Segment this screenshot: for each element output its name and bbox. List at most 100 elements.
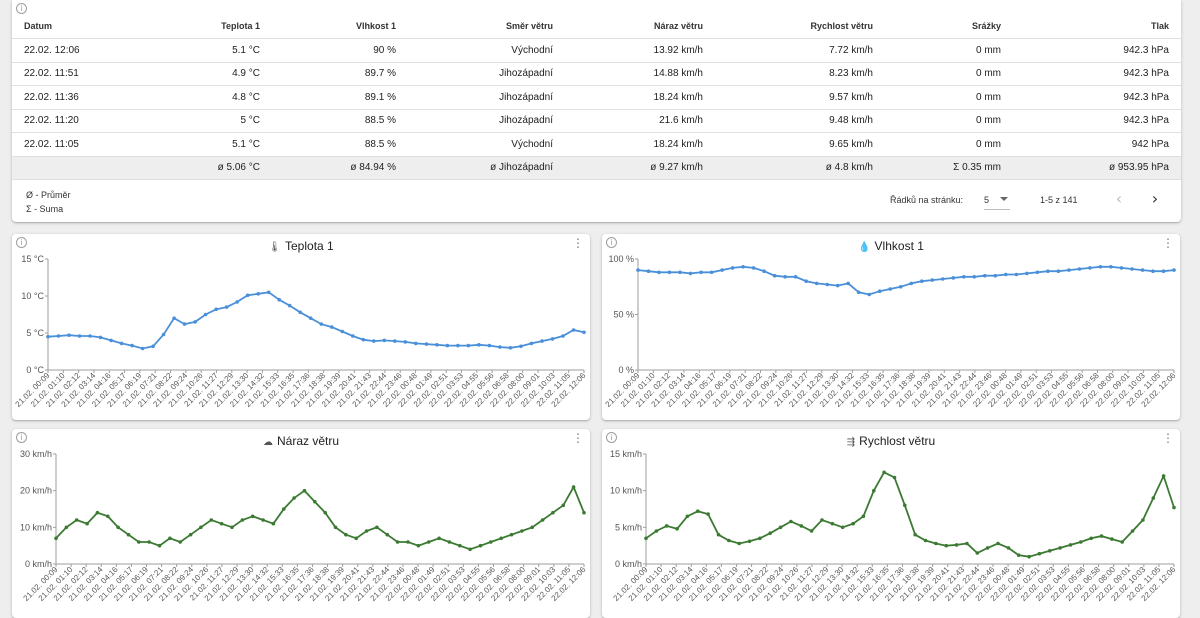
data-point [793, 275, 798, 279]
cell-wind-speed: 8.23 km/h [715, 62, 885, 86]
column-header-precipitation[interactable]: Srážky [885, 14, 1013, 39]
cell-humidity: 89.1 % [272, 85, 408, 110]
data-point [364, 529, 369, 533]
data-point [1088, 266, 1092, 270]
data-point [1067, 268, 1071, 272]
data-point [64, 525, 69, 530]
cell-precipitation: 0 mm [885, 62, 1013, 86]
info-icon[interactable]: i [16, 432, 27, 443]
cell-date: 22.02. 12:06 [12, 38, 128, 63]
y-tick-label: 50 % [613, 310, 634, 320]
data-point [230, 525, 234, 530]
chart-title-text: Rychlost větru [859, 434, 936, 448]
data-point [224, 305, 229, 309]
rows-per-page-select[interactable]: 5 [984, 191, 1010, 210]
data-point [313, 499, 317, 504]
data-point [1077, 267, 1082, 271]
data-point [1119, 266, 1124, 270]
data-point [985, 546, 990, 550]
column-header-date[interactable]: Datum [12, 14, 128, 39]
data-point [333, 525, 338, 530]
info-icon[interactable]: i [606, 432, 617, 443]
data-point [277, 297, 282, 302]
chevron-right-icon[interactable]: › [1151, 189, 1159, 208]
data-point [582, 330, 586, 335]
data-point [856, 290, 861, 295]
summary-cell-temperature: ø 5.06 °C [128, 156, 272, 180]
data-point [636, 268, 640, 272]
chevron-down-icon[interactable] [1000, 197, 1008, 201]
chevron-left-icon[interactable]: ‹ [1115, 189, 1123, 208]
current-values-table-card: i Datum Teplota 1 Vlhkost 1 Směr větru N… [12, 0, 1181, 222]
data-point [909, 281, 914, 286]
data-point [98, 335, 103, 340]
data-point [851, 521, 855, 526]
data-point [256, 292, 260, 296]
more-vert-icon[interactable]: ⋮ [572, 431, 584, 445]
data-point [1110, 537, 1114, 541]
data-point [157, 543, 162, 548]
data-point [540, 339, 544, 343]
summary-cell-pressure: ø 953.95 hPa [1013, 156, 1181, 180]
column-header-wind-direction[interactable]: Směr větru [408, 14, 565, 39]
cell-wind-speed: 9.65 km/h [715, 132, 885, 157]
data-point [846, 281, 850, 286]
data-point [1056, 269, 1061, 273]
data-point [934, 541, 938, 546]
more-vert-icon[interactable]: ⋮ [1162, 431, 1174, 445]
data-point [730, 266, 735, 270]
column-header-temperature[interactable]: Teplota 1 [128, 14, 272, 39]
cell-date: 22.02. 11:20 [12, 109, 128, 133]
more-vert-icon[interactable]: ⋮ [572, 236, 584, 250]
column-header-wind-gust[interactable]: Náraz větru [565, 14, 715, 39]
data-point [466, 343, 471, 348]
chart-title-text: Teplota 1 [285, 239, 334, 253]
data-point [1016, 553, 1021, 557]
data-point [716, 532, 721, 537]
data-point [319, 322, 324, 326]
cell-temperature: 4.9 °C [128, 62, 272, 86]
data-point [1151, 496, 1156, 500]
info-icon[interactable]: i [16, 237, 27, 248]
legend-average: Ø - Průměr [26, 190, 71, 200]
data-point [456, 343, 460, 348]
cell-precipitation: 0 mm [885, 132, 1013, 157]
column-header-wind-speed[interactable]: Rychlost větru [715, 14, 885, 39]
data-point [468, 547, 472, 552]
cell-temperature: 5.1 °C [128, 38, 272, 63]
data-point [951, 276, 956, 280]
summary-row: ø 5.06 °C ø 84.94 % ø Jihozápadní ø 9.27… [12, 156, 1181, 180]
cell-pressure: 942.3 hPa [1013, 62, 1181, 86]
column-header-humidity[interactable]: Vlhkost 1 [272, 14, 408, 39]
data-point [551, 510, 555, 515]
data-point [266, 290, 271, 295]
info-icon[interactable]: i [16, 3, 27, 14]
column-header-pressure[interactable]: Tlak [1013, 14, 1181, 39]
more-vert-icon[interactable]: ⋮ [1162, 236, 1174, 250]
data-point [209, 518, 214, 522]
data-point [529, 341, 534, 346]
data-point [330, 325, 334, 329]
data-point [1120, 540, 1124, 544]
data-point [830, 521, 835, 526]
info-icon[interactable]: i [606, 237, 617, 248]
data-point [696, 509, 700, 513]
cell-temperature: 5 °C [128, 109, 272, 133]
series-line [645, 471, 1175, 558]
data-point [1172, 268, 1176, 272]
wind-speed-chart: 0 km/h5 km/h10 km/h15 km/h21.02. 00:0921… [610, 449, 1178, 603]
cell-wind-gust: 21.6 km/h [565, 109, 715, 133]
data-point [930, 278, 935, 282]
data-point [323, 510, 328, 515]
y-tick-label: 5 km/h [615, 522, 642, 532]
data-point [751, 266, 756, 270]
data-point [182, 322, 187, 326]
data-point [119, 341, 124, 346]
data-point [561, 334, 565, 338]
data-point [426, 540, 431, 544]
data-point [550, 337, 555, 341]
data-point [737, 541, 741, 546]
data-point [772, 273, 777, 278]
cell-date: 22.02. 11:05 [12, 132, 128, 157]
data-point [571, 328, 576, 332]
